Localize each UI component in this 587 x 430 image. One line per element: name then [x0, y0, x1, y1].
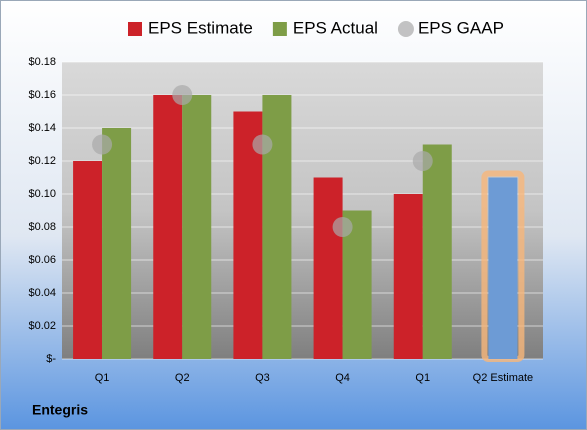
- bar: [262, 95, 292, 359]
- x-tick-label: Q1: [95, 372, 110, 384]
- bar: [102, 128, 132, 359]
- legend-swatch: [397, 21, 414, 37]
- bar: [73, 161, 103, 359]
- x-tick-label: Q1: [415, 372, 430, 384]
- y-tick-label: $0.14: [28, 122, 56, 134]
- point: [412, 151, 433, 171]
- bar: [313, 177, 343, 359]
- y-tick-label: $0.10: [28, 188, 56, 200]
- point: [92, 134, 113, 155]
- x-tick-label: Q3: [255, 372, 270, 384]
- legend-label: EPS Actual: [293, 18, 378, 37]
- bar: [153, 95, 183, 359]
- point: [172, 85, 193, 105]
- bar: [488, 177, 518, 359]
- bar: [422, 144, 452, 359]
- point: [332, 217, 353, 237]
- point: [252, 134, 273, 155]
- y-tick-label: $0.12: [28, 155, 56, 167]
- plot-area: [62, 62, 543, 359]
- x-tick-label: Q2: [175, 372, 190, 384]
- bar: [393, 194, 423, 359]
- y-tick-label: $0.18: [28, 56, 56, 68]
- legend-swatch: [272, 22, 287, 36]
- y-tick-label: $0.02: [28, 320, 56, 332]
- x-tick-label: Q4: [335, 372, 350, 384]
- legend-swatch: [128, 22, 142, 36]
- bar: [182, 95, 212, 359]
- legend-label: EPS GAAP: [418, 18, 504, 37]
- legend-label: EPS Estimate: [148, 18, 253, 37]
- y-tick-label: $0.08: [28, 221, 56, 233]
- y-tick-label: $-: [46, 353, 56, 365]
- y-tick-label: $0.16: [28, 89, 56, 101]
- footer: Entegris: [32, 402, 88, 418]
- x-tick-label: Q2 Estimate: [473, 372, 534, 384]
- y-tick-label: $0.06: [28, 254, 56, 266]
- y-tick-label: $0.04: [28, 287, 56, 299]
